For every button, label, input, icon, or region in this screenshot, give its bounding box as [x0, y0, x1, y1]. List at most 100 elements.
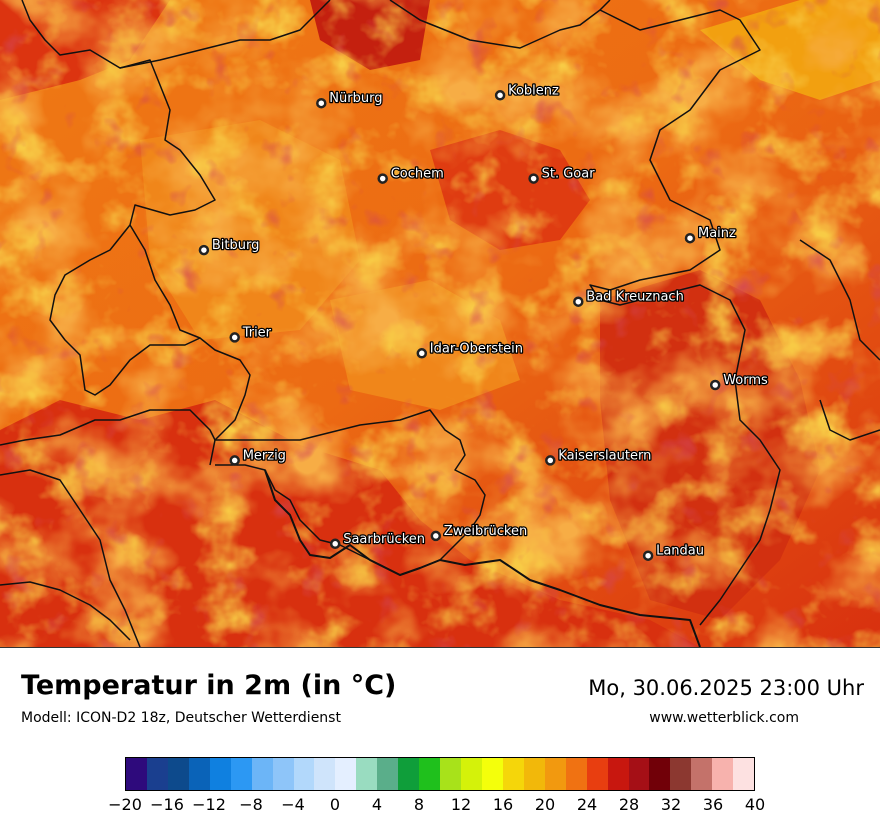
legend-tick-label: 8 — [413, 795, 425, 814]
city-label: Worms — [723, 373, 768, 388]
city-dot — [416, 348, 428, 359]
model-source: Modell: ICON-D2 18z, Deutscher Wetterdie… — [21, 710, 341, 726]
legend-swatch — [230, 758, 252, 790]
legend-tick-label: 28 — [618, 795, 640, 814]
city-dot — [430, 530, 442, 542]
city-label: Saarbrücken — [343, 532, 425, 547]
saar-border-west — [0, 409, 216, 446]
city-marker: Nürburg — [316, 90, 384, 109]
legend-swatch — [733, 758, 755, 790]
saar-border — [215, 409, 486, 576]
city-dot — [709, 379, 721, 391]
legend-swatch — [461, 758, 482, 790]
legend-tick-label: 24 — [576, 795, 598, 814]
legend-swatch — [670, 758, 692, 790]
legend-swatch — [586, 758, 608, 790]
website-link[interactable]: www.wetterblick.com — [649, 710, 799, 726]
city-label: Bitburg — [212, 238, 260, 253]
city-dot — [573, 296, 584, 307]
city-marker: Bad Kreuznach — [573, 288, 685, 307]
legend-tick-label: 40 — [744, 795, 766, 814]
legend-swatch — [419, 758, 441, 790]
legend-swatch — [398, 758, 420, 790]
legend-tick-label: −20 — [108, 795, 142, 814]
city-marker: Trier — [229, 324, 273, 343]
legend-tick-label: 36 — [702, 795, 724, 814]
city-marker: St. Goar — [528, 165, 597, 184]
temperature-map: Nürburg Koblenz Cochem St. Goar Bitburg Mainz… — [0, 0, 880, 648]
legend-swatch — [440, 758, 461, 790]
city-dot — [642, 550, 654, 561]
nrw-border — [389, 0, 611, 49]
city-label: Idar-Oberstein — [430, 341, 523, 356]
city-dot — [377, 173, 388, 184]
city-label: Cochem — [391, 167, 444, 182]
legend-swatch — [544, 758, 566, 790]
city-dot — [329, 538, 341, 550]
legend-swatch — [356, 758, 378, 790]
legend-swatch — [481, 758, 503, 790]
city-dot — [494, 90, 506, 101]
city-label: Nürburg — [329, 91, 382, 106]
city-marker: Merzig — [229, 447, 287, 466]
city-label: Trier — [242, 325, 272, 340]
city-marker: Worms — [709, 372, 769, 391]
city-label: Merzig — [243, 448, 286, 463]
city-marker: Bitburg — [198, 237, 261, 256]
city-markers: Nürburg Koblenz Cochem St. Goar Bitburg Mainz… — [198, 82, 769, 561]
color-scale-legend — [125, 757, 755, 791]
city-dot — [198, 244, 210, 256]
map-title: Temperatur in 2m (in °C) — [21, 670, 397, 701]
state-border-south — [0, 581, 131, 641]
legend-swatch — [691, 758, 713, 790]
legend-tick-label: −4 — [281, 795, 305, 814]
city-marker: Koblenz — [494, 82, 560, 101]
city-dot — [229, 332, 240, 343]
city-label: Mainz — [698, 226, 736, 241]
city-marker: Zweibrücken — [430, 523, 529, 542]
legend-swatch — [293, 758, 315, 790]
legend-swatch — [649, 758, 671, 790]
legend-swatch — [251, 758, 273, 790]
france-border — [264, 469, 701, 647]
forecast-datetime: Mo, 30.06.2025 23:00 Uhr — [588, 676, 864, 700]
hesse-border — [589, 9, 781, 626]
city-dot — [684, 232, 696, 244]
legend-swatch — [565, 758, 587, 790]
city-label: Landau — [656, 544, 704, 559]
legend-swatch — [502, 758, 524, 790]
legend-tick-label: 12 — [450, 795, 472, 814]
city-marker: Mainz — [684, 225, 737, 244]
map-canvas: Nürburg Koblenz Cochem St. Goar Bitburg Mainz… — [0, 0, 880, 647]
legend-tick-label: −12 — [192, 795, 226, 814]
legend-tick-label: 0 — [329, 795, 341, 814]
state-border-north — [119, 0, 331, 69]
city-marker: Kaiserslautern — [545, 447, 653, 466]
bw-border — [819, 399, 880, 441]
city-marker: Landau — [642, 542, 705, 561]
legend-tick-label: 20 — [534, 795, 556, 814]
france-inner — [0, 469, 141, 647]
city-label: Bad Kreuznach — [586, 290, 684, 305]
legend-tick-label: 4 — [371, 795, 383, 814]
city-dot — [545, 455, 556, 466]
field-texture-3 — [0, 0, 880, 647]
legend-tick-label: 16 — [492, 795, 514, 814]
city-marker: Cochem — [377, 165, 445, 184]
legend-swatch — [628, 758, 650, 790]
hesse-border-east — [799, 239, 880, 361]
legend-tick-label: −16 — [150, 795, 184, 814]
legend-swatch — [377, 758, 399, 790]
city-dot — [316, 97, 327, 109]
legend-swatch — [167, 758, 189, 790]
city-marker: Idar-Oberstein — [416, 340, 524, 359]
city-dot — [229, 455, 240, 466]
legend-swatch — [146, 758, 168, 790]
legend-tick-label: 32 — [660, 795, 682, 814]
legend-swatch — [272, 758, 294, 790]
city-marker: Saarbrücken — [329, 530, 426, 550]
legend-swatch — [523, 758, 545, 790]
legend-swatch — [607, 758, 629, 790]
legend-swatch — [712, 758, 734, 790]
borders — [0, 0, 880, 647]
